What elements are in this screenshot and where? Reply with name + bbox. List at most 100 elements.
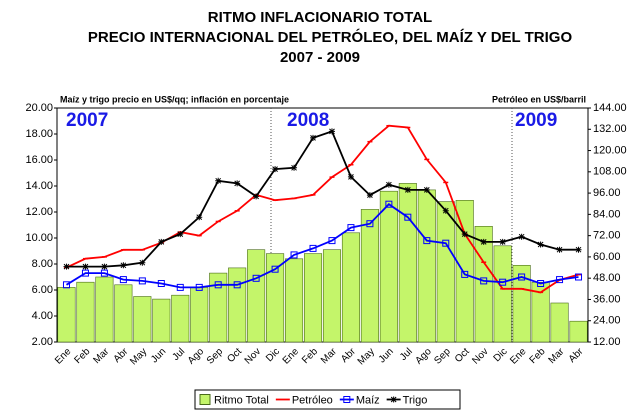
marker [100,269,108,277]
marker [423,237,431,245]
x-tick-label: Jun [377,346,396,365]
y2-tick-label: 96.00 [593,187,621,199]
y2-tick-label: 48.00 [593,272,621,284]
x-tick-label: Feb [528,346,548,366]
marker [310,134,317,141]
marker [195,283,203,291]
bar [228,267,247,343]
bar [247,249,266,343]
x-tick-label: Ago [413,346,434,367]
marker [556,246,563,253]
marker [233,281,241,289]
x-tick-label: Ago [186,346,207,367]
marker [271,265,279,273]
marker [347,173,354,180]
chart-title: PRECIO INTERNACIONAL DEL PETRÓLEO, DEL M… [88,28,573,46]
x-tick-label: Oct [453,346,472,365]
bar [303,253,323,343]
marker [272,166,279,173]
marker [347,224,355,232]
marker [252,274,260,282]
y-axis-label: Maíz y trigo precio en US$/qq; inflación… [60,94,289,104]
marker [290,251,298,259]
marker [537,280,545,287]
marker [366,192,373,199]
legend [194,389,461,410]
y-tick-label: 12.00 [25,206,53,218]
y2-axis-label: Petróleo en US$/barril [492,94,586,104]
x-tick-label: Abr [567,346,586,365]
marker [177,231,184,238]
marker [404,186,411,193]
marker [119,276,127,284]
legend-label: Trigo [403,394,428,406]
year-label: 2007 [66,110,108,131]
marker [366,220,374,228]
line [66,130,579,268]
bar [322,249,342,343]
marker [537,241,544,248]
bar [398,183,417,343]
marker [309,244,317,252]
year-label: 2008 [287,110,329,131]
legend-label: Ritmo Total [214,394,269,406]
marker [328,128,335,135]
y-tick-label: 8.00 [32,258,53,270]
x-tick-label: Ene [53,346,74,367]
y2-tick-label: 144.00 [593,102,627,114]
marker [138,277,146,285]
y-tick-label: 16.00 [25,154,53,166]
marker [404,213,412,221]
marker [101,263,108,270]
marker [291,164,298,171]
y2-tick-label: 108.00 [593,166,627,178]
marker [385,181,392,188]
y-tick-label: 14.00 [25,180,53,192]
bar [133,296,152,343]
x-tick-label: Feb [72,346,92,366]
marker [499,278,507,286]
y2-tick-label: 60.00 [593,251,621,263]
marker [518,233,525,240]
bar [285,258,304,343]
bar [360,209,379,343]
marker [480,277,488,285]
x-tick-label: Sep [205,346,226,367]
marker [442,239,450,247]
marker [158,238,165,245]
y-tick-label: 2.00 [32,336,53,348]
marker [81,269,89,277]
legend-swatch [199,394,211,405]
y2-tick-label: 132.00 [593,123,627,135]
marker [556,276,564,284]
legend-marker [390,396,397,403]
y-tick-label: 4.00 [32,310,53,322]
line [66,203,579,289]
y-tick-label: 20.00 [25,102,53,114]
bar [76,281,95,343]
bar [152,298,171,343]
marker [157,280,165,287]
x-tick-label: May [128,346,149,367]
bar [550,302,569,343]
marker [328,237,336,245]
x-tick-label: Nov [243,346,263,366]
bar [569,320,588,343]
bar [417,189,436,343]
marker [423,186,430,193]
y-tick-label: 6.00 [32,284,53,296]
legend-label: Petróleo [292,394,333,406]
legend-marker [343,396,351,403]
x-tick-label: Mar [91,346,111,366]
x-tick-label: Dic [264,346,282,364]
x-tick-label: Nov [470,346,490,366]
bar [57,287,76,343]
marker [214,281,222,289]
marker [253,193,260,200]
y2-tick-label: 36.00 [593,293,621,305]
legend-label: Maíz [356,394,380,406]
marker [575,273,583,281]
x-tick-label: Jun [149,346,168,365]
bar [114,284,133,343]
